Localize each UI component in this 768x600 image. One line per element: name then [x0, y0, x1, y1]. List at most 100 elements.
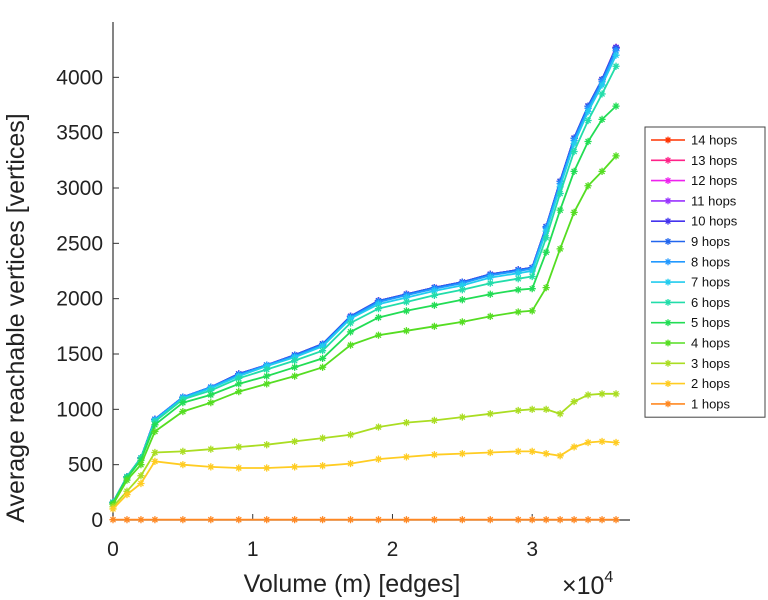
data-point [570, 397, 578, 406]
data-point [318, 434, 327, 442]
data-point [528, 516, 536, 524]
data-point [430, 322, 438, 330]
data-point [346, 319, 355, 327]
data-point [514, 516, 522, 524]
data-point [486, 274, 494, 282]
legend-entry: 6 hops [651, 295, 731, 310]
data-point [542, 405, 550, 413]
data-point [458, 281, 466, 289]
data-point [612, 516, 620, 524]
data-point [374, 455, 383, 463]
series-line [112, 54, 617, 503]
data-point [528, 447, 536, 455]
data-point [598, 437, 606, 446]
x-axis-label: Volume (m) [edges] [244, 570, 461, 598]
data-point [374, 305, 383, 313]
data-point [374, 423, 383, 431]
data-point [528, 285, 536, 293]
series-13-hops [109, 43, 620, 506]
data-point [346, 459, 355, 468]
data-point [542, 248, 550, 256]
data-point [263, 380, 271, 388]
data-point [612, 102, 620, 110]
data-point [402, 453, 411, 461]
data-point [486, 448, 494, 457]
legend-marker [664, 217, 672, 225]
data-point [612, 390, 620, 398]
y-tick-label: 1500 [56, 343, 103, 366]
data-point [137, 479, 145, 488]
legend-marker [664, 278, 672, 286]
data-point [179, 516, 187, 524]
legend-marker [664, 136, 672, 144]
series-4-hops [109, 152, 620, 509]
data-point [374, 331, 383, 339]
series-3-hops [109, 390, 620, 511]
legend-marker [664, 400, 672, 408]
data-point [179, 447, 187, 455]
y-tick-label: 3500 [56, 122, 103, 145]
data-point [263, 365, 271, 374]
series-layer [109, 43, 620, 524]
data-point [486, 516, 494, 524]
legend-entry: 8 hops [651, 254, 731, 269]
x-tick-label: 0 [107, 538, 119, 561]
data-point [556, 206, 564, 214]
data-point [151, 448, 159, 457]
data-point [346, 314, 355, 323]
data-point [542, 284, 550, 292]
data-point [179, 461, 187, 469]
data-point [514, 447, 522, 455]
legend-label: 12 hops [691, 173, 738, 188]
legend-entry: 3 hops [651, 356, 731, 371]
data-point [151, 421, 159, 429]
data-point [318, 462, 327, 470]
series-14-hops [109, 43, 620, 506]
data-point [235, 388, 243, 396]
legend-entry: 13 hops [651, 153, 738, 168]
data-point [402, 293, 411, 302]
series-line [112, 155, 617, 505]
data-point [318, 363, 327, 371]
data-point [137, 456, 145, 464]
data-point [318, 516, 327, 524]
data-point [430, 416, 438, 424]
data-point [514, 275, 522, 283]
data-point [612, 47, 620, 55]
data-point [584, 137, 592, 146]
series-line [112, 392, 616, 508]
data-point [556, 452, 564, 460]
data-point [318, 342, 327, 350]
series-6-hops [109, 62, 620, 506]
data-point [291, 363, 299, 371]
data-point [430, 516, 438, 524]
data-point [235, 374, 243, 382]
data-point [458, 516, 466, 524]
x-tick-label: 1 [247, 538, 259, 561]
data-point [207, 445, 215, 453]
data-point [291, 437, 299, 446]
data-point [151, 457, 159, 465]
data-point [542, 234, 550, 242]
y-tick-label: 2500 [56, 232, 103, 255]
data-point [598, 115, 606, 123]
data-point [584, 516, 592, 524]
series-9-hops [109, 44, 620, 506]
data-point [570, 516, 578, 524]
y-tick-label: 0 [91, 509, 103, 532]
data-point [598, 167, 606, 175]
data-point [291, 516, 299, 524]
data-point [570, 167, 578, 175]
data-point [402, 516, 411, 524]
series-1-hops [109, 516, 620, 524]
legend-entry: 10 hops [651, 214, 738, 229]
legend-label: 7 hops [691, 275, 731, 290]
data-point [528, 267, 536, 275]
data-point [514, 286, 522, 294]
series-line [112, 105, 617, 504]
data-point [556, 189, 564, 198]
data-point [109, 505, 117, 513]
legend-marker [664, 380, 672, 387]
legend-label: 13 hops [691, 153, 738, 168]
